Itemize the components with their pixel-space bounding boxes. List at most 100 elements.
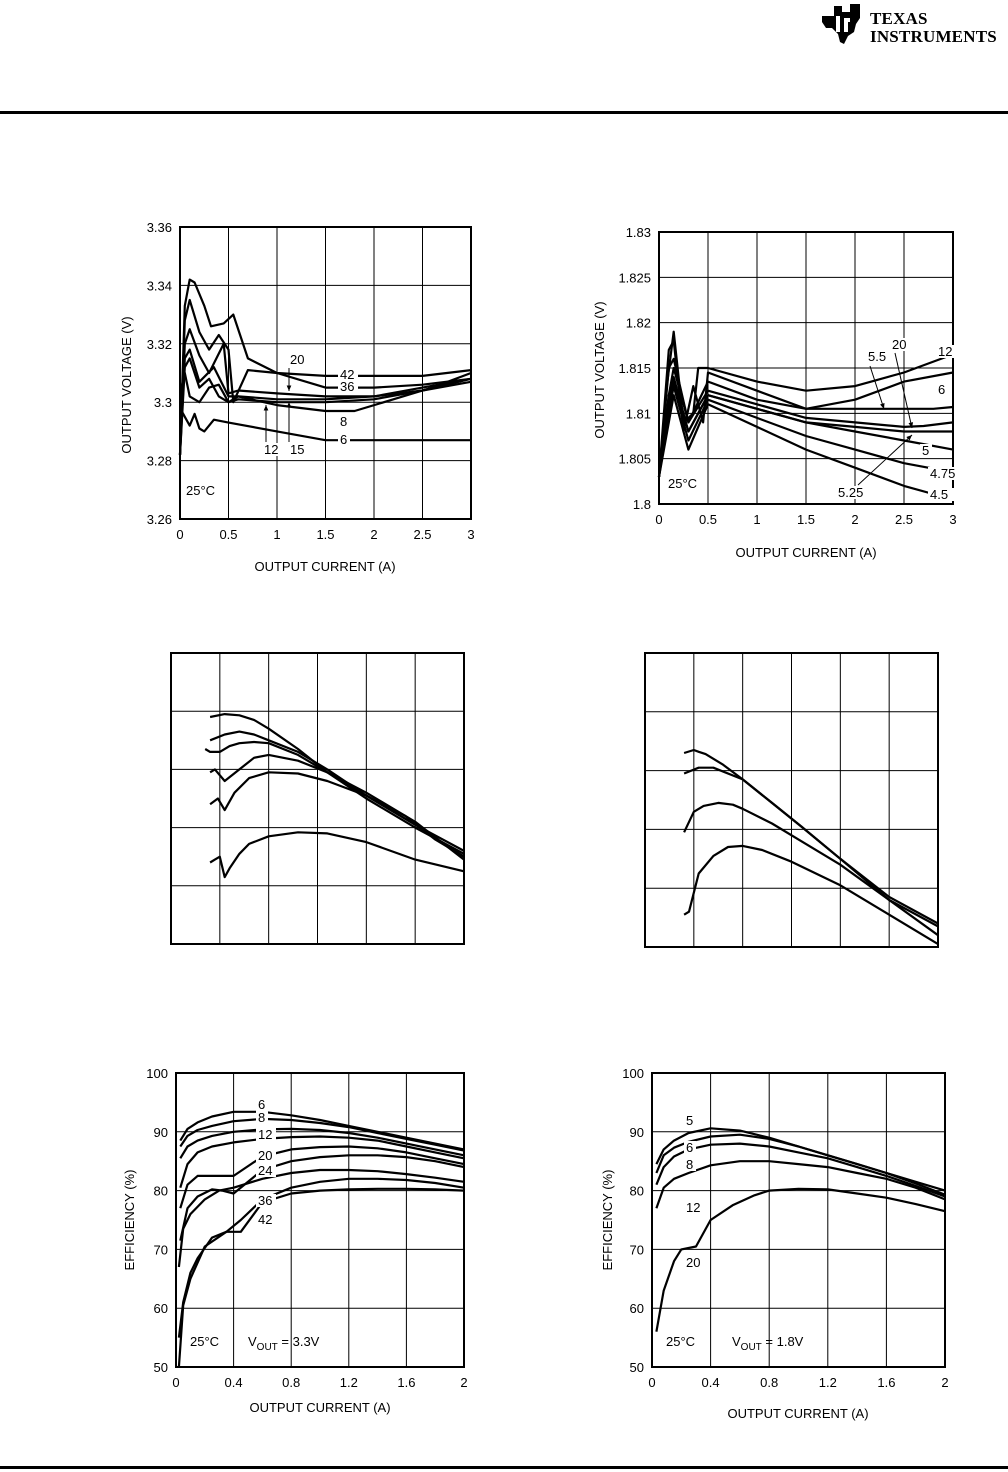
y-tick-label: 3.34 — [147, 278, 172, 293]
y-tick-label: 100 — [622, 1066, 644, 1081]
series-line — [179, 1154, 465, 1241]
label-bg — [936, 345, 956, 358]
series-label: 4.75 — [930, 466, 955, 481]
label-bg — [684, 1256, 704, 1269]
series-line — [655, 1160, 946, 1209]
x-tick-label: 2 — [460, 1375, 467, 1390]
label-bg — [338, 433, 350, 446]
vout-annotation: VOUT = 1.8V — [732, 1334, 804, 1353]
label-bg — [262, 443, 282, 456]
series-label: 5.5 — [868, 349, 886, 364]
y-tick-label: 60 — [630, 1301, 644, 1316]
arrow-head — [286, 385, 292, 391]
series-line — [178, 357, 472, 455]
label-bg — [288, 353, 308, 366]
series-label: 4.5 — [930, 487, 948, 502]
y-tick-label: 3.26 — [147, 512, 172, 527]
label-bg — [256, 1164, 276, 1177]
arrow-head — [286, 402, 292, 408]
x-tick-label: 3 — [467, 527, 474, 542]
series-line — [177, 1168, 465, 1268]
label-bg — [836, 486, 872, 499]
x-tick-label: 1.5 — [797, 512, 815, 527]
chart-output-voltage-3v3: 0 0.5 1 1.5 2 2.5 3 3.26 3.28 3.3 3.32 3.34 3.36 OUTP… — [119, 220, 475, 574]
y-tick-label: 70 — [154, 1242, 168, 1257]
series-line — [683, 801, 939, 928]
label-bg — [256, 1111, 268, 1124]
arrow-head — [880, 403, 885, 409]
series-line — [178, 371, 472, 404]
series-line — [209, 831, 465, 879]
y-tick-label: 60 — [154, 1301, 168, 1316]
page-header: TEXAS INSTRUMENTS — [0, 0, 1008, 118]
y-tick-label: 70 — [630, 1242, 644, 1257]
y-tick-label: 80 — [630, 1184, 644, 1199]
x-tick-label: 0.4 — [225, 1375, 243, 1390]
plot-frame — [651, 1072, 946, 1368]
plot-frame — [170, 652, 465, 945]
series-label: 24 — [258, 1163, 272, 1178]
x-tick-label: 2 — [370, 527, 377, 542]
series-label: 36 — [340, 379, 354, 394]
x-tick-label: 1 — [753, 512, 760, 527]
header-rule — [0, 111, 1008, 114]
y-tick-label: 1.805 — [618, 452, 651, 467]
series-line — [209, 713, 465, 855]
x-tick-label: 2 — [941, 1375, 948, 1390]
label-bg — [890, 338, 910, 351]
series-line — [657, 394, 954, 501]
leader-line — [869, 365, 885, 410]
series-line — [179, 1135, 465, 1189]
vout-annotation: VOUT = 3.3V — [248, 1334, 320, 1353]
y-tick-label: 1.83 — [626, 225, 651, 240]
x-tick-label: 0 — [172, 1375, 179, 1390]
x-tick-label: 0.5 — [699, 512, 717, 527]
series-label: 20 — [892, 337, 906, 352]
label-bg — [338, 368, 358, 381]
label-bg — [920, 444, 932, 457]
series-line — [179, 1117, 465, 1152]
series-line — [178, 298, 472, 455]
brand-text-instruments: INSTRUMENTS — [870, 27, 997, 46]
series-label: 12 — [264, 442, 278, 457]
label-bg — [288, 443, 308, 456]
series-label: 6 — [686, 1140, 693, 1155]
x-tick-label: 1.2 — [819, 1375, 837, 1390]
series-line — [683, 766, 939, 937]
y-tick-label: 100 — [146, 1066, 168, 1081]
y-tick-label: 90 — [154, 1125, 168, 1140]
plot-frame — [644, 652, 939, 948]
y-tick-label: 3.32 — [147, 337, 172, 352]
series-line — [178, 278, 472, 455]
label-bg — [256, 1128, 276, 1141]
temperature-annotation: 25°C — [190, 1334, 219, 1349]
x-tick-label: 1 — [273, 527, 280, 542]
x-tick-label: 2.5 — [895, 512, 913, 527]
y-tick-label: 80 — [154, 1184, 168, 1199]
series-line — [177, 1187, 465, 1368]
series-line — [655, 1142, 946, 1198]
series-label: 42 — [340, 367, 354, 382]
series-line — [657, 357, 954, 477]
label-bg — [928, 488, 956, 501]
series-label: 8 — [686, 1157, 693, 1172]
label-bg — [256, 1194, 276, 1207]
arrow-head — [908, 422, 914, 428]
leader-line — [857, 434, 913, 486]
series-label: 8 — [258, 1110, 265, 1125]
plot-frame — [175, 1072, 465, 1368]
series-line — [657, 366, 954, 477]
series-line — [655, 1187, 946, 1332]
y-axis-label: OUTPUT VOLTAGE (V) — [119, 316, 134, 453]
x-tick-label: 2 — [851, 512, 858, 527]
temperature-annotation: 25°C — [668, 476, 697, 491]
x-axis-label: OUTPUT CURRENT (A) — [249, 1400, 390, 1415]
temperature-annotation: 25°C — [186, 483, 215, 498]
temperature-annotation: 25°C — [666, 1334, 695, 1349]
label-bg — [338, 415, 350, 428]
plot-frame — [658, 231, 954, 505]
series-line — [179, 407, 471, 442]
x-tick-label: 3 — [949, 512, 956, 527]
series-label: 5 — [922, 443, 929, 458]
